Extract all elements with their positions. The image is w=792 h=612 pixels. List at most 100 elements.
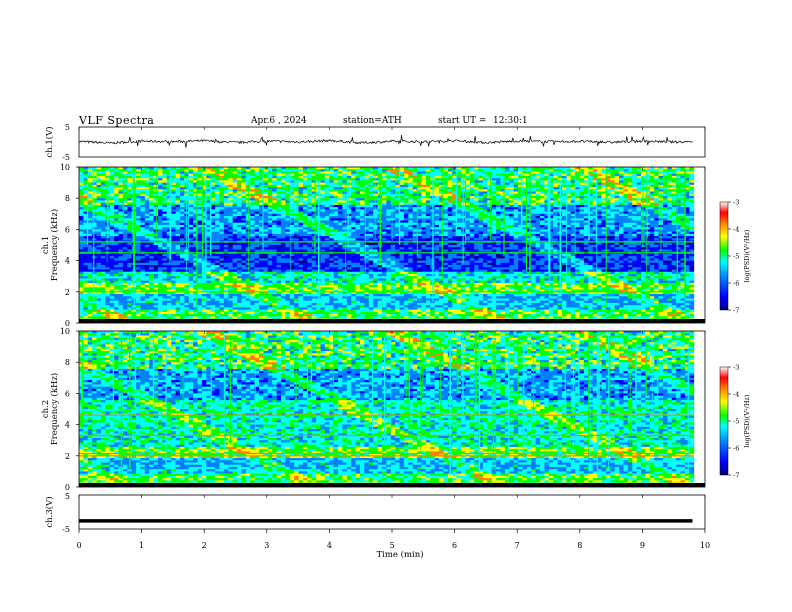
spec1-cell <box>136 300 141 304</box>
spec1-cell <box>109 213 115 217</box>
spec1-cell <box>87 211 93 215</box>
spec1-cell <box>136 200 141 204</box>
spec1-cell <box>118 195 124 199</box>
spec1-cell <box>136 253 141 257</box>
spec1-cell <box>122 209 128 212</box>
spec1-cell <box>87 175 93 179</box>
spec1-cell <box>118 262 124 266</box>
spec1-cell <box>87 195 93 199</box>
spec1-cell <box>114 238 119 241</box>
spec1-cell <box>122 236 128 239</box>
spec1-cell <box>79 298 84 302</box>
spec1-cell <box>127 229 133 233</box>
spec1-cell <box>87 267 93 270</box>
spec1-cell <box>136 213 141 217</box>
spec1-cell <box>136 245 141 248</box>
spec1-cell <box>118 169 124 172</box>
spec1-cell <box>83 285 89 288</box>
spec1-cell <box>79 282 84 286</box>
spec1-cell <box>79 280 84 284</box>
spec1-cell <box>79 187 84 190</box>
spec1-cell <box>79 189 84 192</box>
spec1-cell <box>79 220 84 224</box>
spec1-cell <box>79 216 84 219</box>
spec1-cell <box>96 271 102 275</box>
spec1-cell <box>87 265 93 268</box>
spec1-cell <box>87 233 93 237</box>
spec1-cell <box>105 294 111 297</box>
spec1-cell <box>122 200 128 204</box>
spec1-cell <box>118 245 124 248</box>
spec1-cell <box>79 311 84 315</box>
spec1-cell <box>100 198 106 201</box>
spec1-cell <box>83 294 89 297</box>
spec1-cell <box>87 307 93 311</box>
spec1-cell <box>127 231 133 235</box>
spec1-cell <box>96 262 102 266</box>
spec1-cell <box>100 224 106 228</box>
spec1-cell <box>92 258 97 261</box>
spec1-cell <box>109 256 115 259</box>
spec1-cell <box>83 187 89 190</box>
spec1-cell <box>127 227 133 230</box>
spec1-cell <box>118 213 124 217</box>
spec1-cell <box>122 273 128 277</box>
spec1-cell <box>96 189 102 192</box>
spec1-cell <box>109 169 115 172</box>
spec1-cell <box>122 173 128 177</box>
spec1-cell <box>96 224 102 228</box>
spec1-cell <box>100 202 106 206</box>
spec1-cell <box>136 169 141 172</box>
spec1-cell <box>118 276 124 279</box>
spec1-cell <box>96 309 102 313</box>
spec1-cell <box>122 294 128 297</box>
spec1-cell <box>122 171 128 175</box>
spec1-cell <box>100 167 106 170</box>
spec1-cell <box>87 276 93 279</box>
spec1-cell <box>79 231 84 235</box>
spec1-cell <box>127 175 133 179</box>
spec1-cell <box>100 273 106 277</box>
spec1-cell <box>83 247 89 250</box>
spec1-cell <box>79 294 84 297</box>
spec1-cell <box>127 180 133 183</box>
spec1-cell <box>96 233 102 237</box>
spec1-cell <box>83 242 89 246</box>
spec1-cell <box>87 180 93 183</box>
spec1-cell <box>96 191 102 195</box>
spec1-cell <box>96 311 102 315</box>
spec1-cell <box>83 245 89 248</box>
spec1-cell <box>118 222 124 226</box>
spec1-cell <box>100 258 106 261</box>
spec1-cell <box>114 167 119 170</box>
spec1-cell <box>79 253 84 257</box>
spec1-cell <box>109 305 115 308</box>
spec1-cell <box>83 193 89 197</box>
spec1-cell <box>79 289 84 293</box>
spec1-cell <box>136 280 141 284</box>
spec1-cell <box>136 285 141 288</box>
spec1-cell <box>96 238 102 241</box>
spec1-cell <box>92 309 97 313</box>
spec1-cell <box>122 260 128 264</box>
spec1-cell <box>83 289 89 293</box>
spec1-cell <box>127 242 133 246</box>
spec1-cell <box>131 167 137 170</box>
spec1-cell <box>118 200 124 204</box>
spec1-cell <box>87 216 93 219</box>
spec1-cell <box>79 207 84 210</box>
spec1-cell <box>122 178 128 181</box>
spec1-cell <box>100 249 106 253</box>
spec1-cell <box>79 300 84 304</box>
spec1-cell <box>96 195 102 199</box>
spec1-cell <box>79 173 84 177</box>
spec1-cell <box>136 265 141 268</box>
spec1-cell <box>118 247 124 250</box>
spec1-cell <box>87 209 93 212</box>
spec1-cell <box>100 314 106 317</box>
spec1-cell <box>114 189 119 192</box>
spec1-cell <box>92 269 97 273</box>
spec1-cell <box>136 276 141 279</box>
spec1-cell <box>100 298 106 302</box>
spec1-cell <box>127 271 133 275</box>
